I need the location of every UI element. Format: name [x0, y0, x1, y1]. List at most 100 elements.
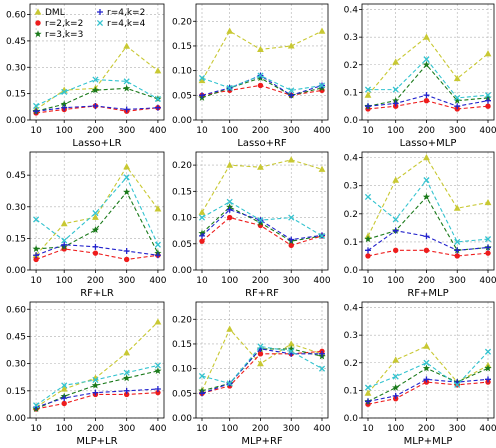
data-point [287, 156, 295, 163]
series-line [367, 36, 489, 96]
x-tick-label: 100 [56, 126, 73, 136]
data-point [226, 380, 233, 387]
y-tick-label: 0.2 [344, 359, 358, 369]
x-tick-label: 400 [479, 276, 496, 286]
y-tick-label: 0.60 [6, 305, 26, 315]
subplot-xlabel: Lasso+LR [72, 138, 121, 149]
data-point [364, 193, 372, 201]
series-r=4,k=4 [198, 343, 326, 387]
y-tick-label: 0.05 [172, 91, 192, 101]
data-point [123, 188, 131, 196]
data-point [454, 238, 461, 245]
data-point [364, 235, 372, 243]
data-point [484, 236, 492, 243]
series-r=4,k=4 [33, 76, 161, 109]
x-tick-label: 100 [221, 424, 238, 434]
data-point [364, 86, 372, 93]
data-point [484, 348, 492, 355]
y-tick-label: 0.20 [172, 315, 192, 325]
axes-frame [29, 151, 165, 271]
x-tick-label: 10 [30, 276, 42, 286]
data-point [484, 50, 492, 57]
data-point [392, 100, 399, 107]
data-point [257, 163, 264, 170]
y-tick-label: 0.15 [172, 187, 192, 197]
data-point [154, 95, 161, 102]
data-point [423, 177, 430, 184]
x-tick-label: 300 [118, 276, 135, 286]
x-tick-label: 100 [56, 424, 73, 434]
data-point [91, 381, 100, 389]
y-tick-label: 0.0 [344, 266, 359, 276]
data-point [154, 205, 162, 212]
y-tick-label: 0.2 [344, 210, 358, 220]
data-point [423, 33, 430, 40]
data-point [392, 176, 400, 183]
series-r=3,k=3 [32, 367, 162, 413]
subplot-6: 0.0 0.1 0.2 0.3 0.4 10 100 200 300 400 RF+MLP [344, 151, 496, 299]
data-point [454, 103, 461, 110]
axes-frame [29, 3, 165, 121]
y-tick-label: 0.2 [344, 61, 358, 71]
data-point [61, 104, 68, 111]
series-r=4,k=4 [198, 198, 326, 239]
series-r=4,k=4 [364, 56, 492, 101]
data-point [257, 82, 264, 89]
data-point [257, 72, 264, 79]
data-point [423, 342, 430, 349]
x-tick-label: 100 [387, 424, 404, 434]
y-tick-label: 0.1 [344, 238, 358, 248]
subplot-1: 0.00 0.15 0.30 0.45 0.60 10 100 200 300 400 Lasso+… [6, 3, 167, 149]
data-point [392, 373, 399, 380]
y-tick-label: 0.05 [172, 240, 192, 250]
data-point [61, 382, 68, 389]
data-point [288, 214, 295, 221]
y-tick-label: 0.30 [6, 63, 26, 73]
data-point [288, 87, 295, 94]
y-tick-label: 0.00 [6, 116, 26, 126]
data-point [484, 364, 492, 372]
data-point [226, 214, 233, 221]
data-point [199, 390, 205, 397]
data-point [287, 340, 295, 347]
series-r=4,k=4 [33, 362, 161, 409]
series-r=2,k=2 [199, 348, 325, 397]
x-tick-label: 300 [283, 126, 300, 136]
data-point [423, 233, 430, 240]
data-point [154, 318, 162, 325]
data-point [198, 76, 206, 84]
x-tick-label: 400 [313, 424, 330, 434]
y-tick-label: 0.30 [6, 203, 26, 213]
data-point [61, 395, 68, 402]
data-point [422, 364, 431, 372]
data-point [287, 345, 295, 352]
x-tick-label: 200 [252, 276, 269, 286]
data-point [123, 369, 130, 376]
data-point [61, 241, 68, 248]
data-point [123, 78, 130, 85]
data-point [365, 253, 371, 259]
legend-label: r=4,k=4 [107, 19, 146, 29]
x-tick-label: 10 [30, 126, 42, 136]
series-r=2,k=2 [33, 246, 161, 263]
data-point [392, 227, 399, 234]
series-line [36, 191, 159, 254]
data-point [364, 91, 372, 98]
data-point [319, 350, 325, 357]
data-point [33, 108, 40, 115]
series-line [35, 79, 159, 107]
x-tick-label: 100 [387, 276, 404, 286]
series-DML [32, 163, 162, 258]
data-point [392, 356, 400, 363]
data-point [288, 92, 295, 99]
data-point [61, 88, 68, 95]
legend-label: r=2,k=2 [45, 19, 83, 29]
series-line [201, 209, 323, 241]
y-tick-label: 0.00 [172, 414, 192, 424]
legend-marker [34, 30, 42, 38]
data-point [123, 42, 131, 49]
data-point [257, 45, 264, 53]
data-point [33, 216, 40, 223]
y-tick-label: 0.20 [172, 17, 192, 27]
